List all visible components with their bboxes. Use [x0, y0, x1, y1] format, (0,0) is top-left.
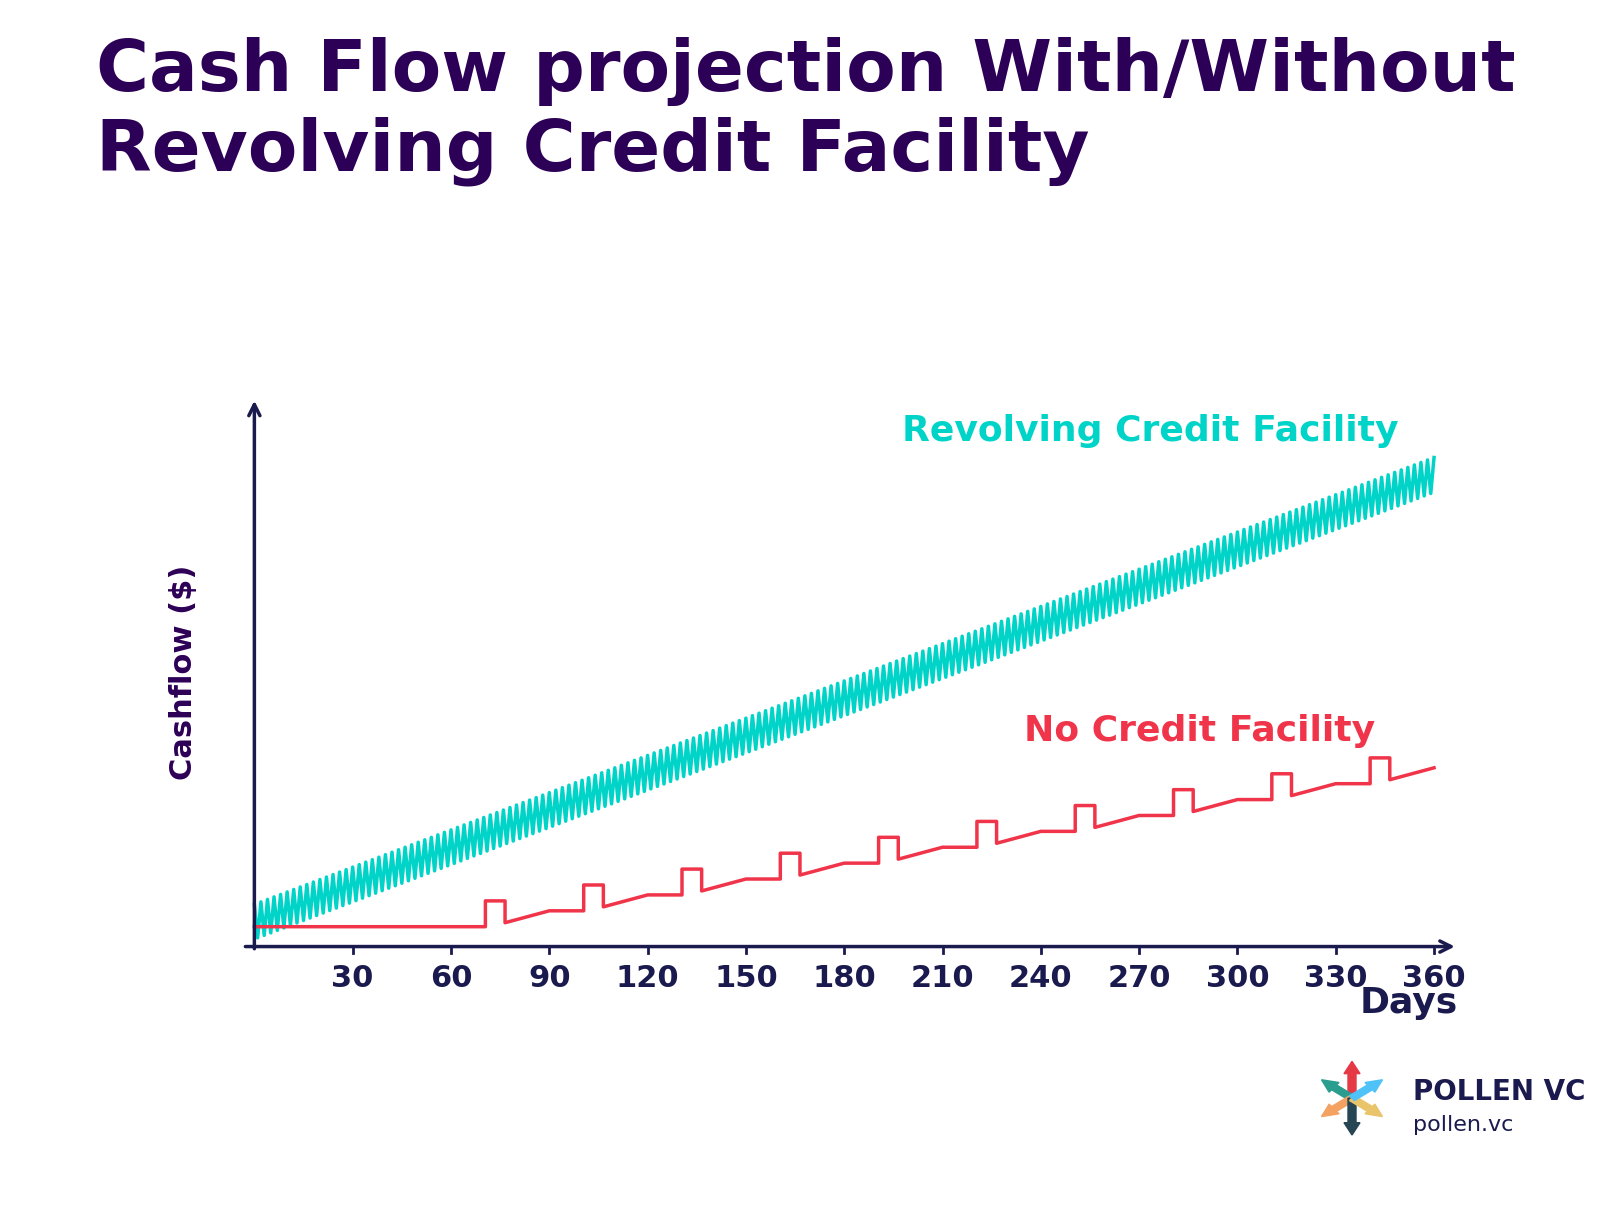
Text: pollen.vc: pollen.vc — [1413, 1115, 1514, 1135]
Text: 330: 330 — [1304, 964, 1368, 993]
Text: Cashflow ($): Cashflow ($) — [170, 564, 198, 780]
Text: 30: 30 — [331, 964, 374, 993]
Text: 300: 300 — [1206, 964, 1269, 993]
Text: 90: 90 — [528, 964, 571, 993]
Text: 150: 150 — [714, 964, 778, 993]
Text: Days: Days — [1360, 987, 1458, 1021]
Text: 120: 120 — [616, 964, 680, 993]
Text: No Credit Facility: No Credit Facility — [1024, 714, 1374, 748]
Text: 180: 180 — [813, 964, 877, 993]
Text: 360: 360 — [1402, 964, 1466, 993]
Text: 210: 210 — [910, 964, 974, 993]
Text: 240: 240 — [1010, 964, 1072, 993]
Text: Revolving Credit Facility: Revolving Credit Facility — [902, 413, 1398, 448]
Text: 60: 60 — [430, 964, 472, 993]
Text: POLLEN VC: POLLEN VC — [1413, 1079, 1586, 1106]
Text: Cash Flow projection With/Without
Revolving Credit Facility: Cash Flow projection With/Without Revolv… — [96, 37, 1515, 187]
Text: 270: 270 — [1107, 964, 1171, 993]
